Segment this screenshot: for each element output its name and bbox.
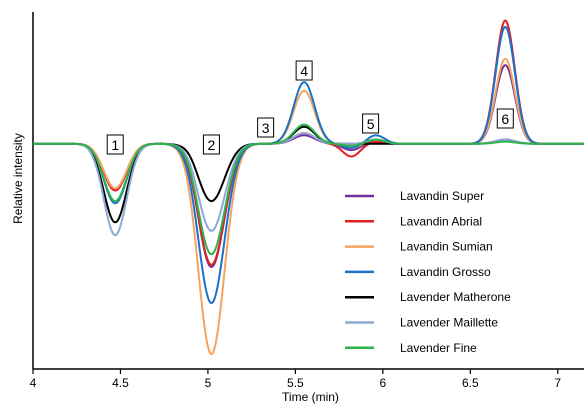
- legend-item: Lavender Maillette: [345, 316, 498, 330]
- legend-item: Lavandin Abrial: [345, 214, 482, 228]
- peak-label-number: 3: [262, 120, 270, 136]
- legend-item: Lavandin Super: [345, 189, 484, 203]
- series-line-lavender-fine: [33, 123, 584, 256]
- series-layer: [33, 19, 584, 356]
- peak-label-box: [257, 117, 275, 138]
- peak-label-box: [295, 60, 313, 81]
- peak-label-2: 2: [202, 134, 220, 155]
- legend-label: Lavandin Grosso: [400, 265, 491, 279]
- legend-label: Lavandin Super: [400, 189, 484, 203]
- x-tick-label: 4: [30, 376, 37, 390]
- peak-label-6: 6: [496, 108, 514, 129]
- legend-label: Lavender Maillette: [400, 316, 498, 330]
- peak-label-3: 3: [257, 117, 275, 138]
- peak-label-number: 2: [208, 137, 216, 153]
- legend-label: Lavandin Abrial: [400, 214, 482, 228]
- legend-item: Lavender Matherone: [345, 290, 511, 304]
- y-axis-label: Relative intensity: [11, 133, 25, 224]
- x-tick-label: 7: [554, 376, 561, 390]
- peak-label-4: 4: [295, 60, 313, 81]
- peak-label-box: [496, 108, 514, 129]
- legend-label: Lavender Fine: [400, 341, 477, 355]
- x-tick-label: 6.5: [462, 376, 479, 390]
- peak-label-5: 5: [362, 113, 380, 134]
- legend-label: Lavandin Sumian: [400, 240, 493, 254]
- peak-labels: 1 2 3 4 5 6: [106, 60, 514, 155]
- x-tick-label: 4.5: [112, 376, 129, 390]
- x-axis-label: Time (min): [282, 390, 339, 404]
- series-line-lavandin-sumian: [33, 57, 584, 356]
- peak-label-box: [362, 113, 380, 134]
- peak-label-box: [202, 134, 220, 155]
- legend-item: Lavender Fine: [345, 341, 477, 355]
- legend-item: Lavandin Sumian: [345, 240, 493, 254]
- legend-item: Lavandin Grosso: [345, 265, 491, 279]
- x-tick-label: 5: [205, 376, 212, 390]
- peak-label-1: 1: [106, 134, 124, 155]
- peak-label-box: [106, 134, 124, 155]
- peak-label-number: 5: [367, 116, 375, 132]
- x-tick-label: 5.5: [287, 376, 304, 390]
- legend: Lavandin Super Lavandin Abrial Lavandin Su…: [345, 189, 511, 355]
- legend-label: Lavender Matherone: [400, 290, 511, 304]
- peak-label-number: 4: [300, 63, 308, 79]
- peak-label-number: 1: [111, 137, 119, 153]
- x-tick-label: 6: [379, 376, 386, 390]
- peak-label-number: 6: [501, 111, 509, 127]
- axes: 4 4.5 5 5.5 6 6.5 7: [30, 12, 584, 390]
